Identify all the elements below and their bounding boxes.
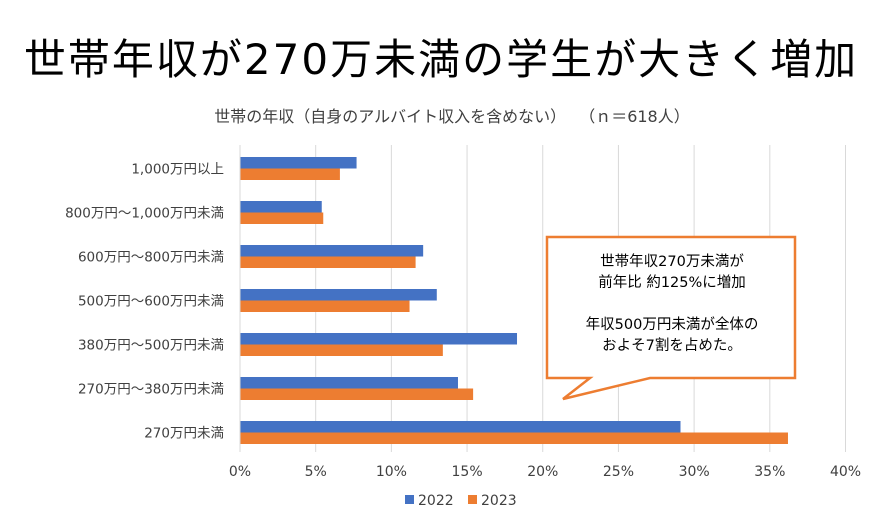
bar-2023 [240,256,416,268]
callout-line: 前年比 約125%に増加 [598,275,746,291]
legend: 2022 2023 [405,493,517,509]
category-labels: 1,000万円以上 800万円～1,000万円未満 600万円～800万円未満 500… [65,162,224,442]
x-tick-label: 40% [830,464,861,480]
bar-2022 [240,245,424,257]
callout-text: 世帯年収270万未満が 前年比 約125%に増加 年収500万円未満が全体の お… [549,252,795,357]
x-tick-label: 25% [603,464,634,480]
bar-2023 [240,168,340,180]
x-tick-label: 0% [229,464,251,480]
callout-line: およそ7割を占めた。 [602,338,742,354]
callout-box [545,235,797,401]
category-label: 380万円～500万円未満 [78,338,224,354]
x-tick-labels: 0% 5% 10% 15% 20% 25% 30% 35% 40% [229,464,861,480]
legend-swatch-2023 [468,495,477,504]
bar-2023 [240,212,324,224]
callout-line: 世帯年収270万未満が [600,254,744,270]
category-label: 500万円～600万円未満 [78,294,224,310]
bar-2023 [240,388,474,400]
x-tick-label: 15% [452,464,483,480]
bar-2022 [240,157,357,169]
bar-2022 [240,201,322,213]
category-label: 600万円～800万円未満 [78,250,224,266]
callout-line [549,294,795,315]
bar-2022 [240,289,437,301]
bar-2022 [240,377,458,389]
legend-swatch-2022 [405,495,414,504]
legend-label-2022: 2022 [418,493,454,509]
category-label: 1,000万円以上 [131,162,224,178]
bar-2023 [240,344,443,356]
legend-label-2023: 2023 [481,493,517,509]
category-label: 800万円～1,000万円未満 [65,206,224,222]
x-tick-label: 10% [376,464,407,480]
chart-title: 世帯年収が270万未満の学生が大きく増加 [23,35,859,84]
x-tick-label: 35% [754,464,785,480]
category-label: 270万円～380万円未満 [78,382,224,398]
callout-line: 年収500万円未満が全体の [585,317,759,333]
bar-2022 [240,421,681,433]
x-tick-label: 5% [305,464,327,480]
bar-2023 [240,432,788,444]
chart-subtitle: 世帯の年収（自身のアルバイト収入を含めない） （ｎ＝618人） [214,107,690,126]
bars [240,157,788,444]
x-tick-label: 30% [679,464,710,480]
bar-2023 [240,300,410,312]
category-label: 270万円未満 [144,426,224,442]
bar-2022 [240,333,518,345]
callout-shape [545,235,797,401]
x-tick-label: 20% [527,464,558,480]
